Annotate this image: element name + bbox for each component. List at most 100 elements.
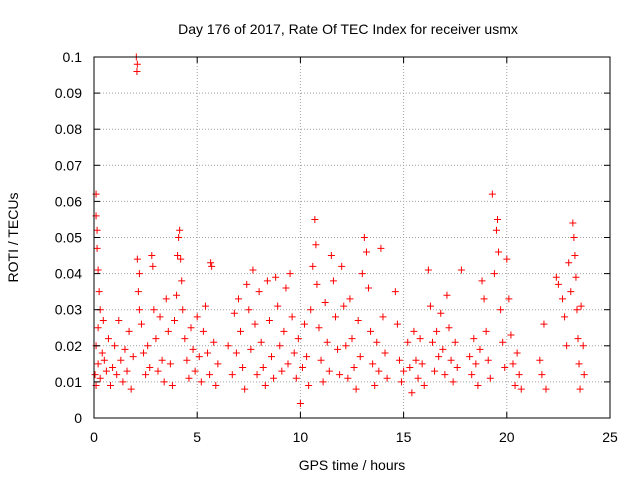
data-point	[447, 356, 455, 364]
data-point	[369, 360, 377, 368]
data-point	[100, 356, 108, 364]
data-point	[356, 353, 364, 361]
data-point	[468, 371, 476, 379]
data-point	[570, 234, 578, 241]
data-point	[383, 374, 391, 382]
data-point	[334, 345, 342, 353]
data-point	[317, 356, 325, 364]
data-point	[559, 295, 567, 303]
data-point	[133, 255, 141, 263]
data-point	[435, 353, 443, 361]
y-tick-label: 0.05	[55, 230, 82, 246]
y-tick-label: 0.07	[55, 157, 82, 173]
data-point	[127, 385, 135, 393]
data-point	[352, 385, 360, 393]
data-point	[265, 317, 273, 325]
data-point	[336, 371, 344, 379]
data-point	[323, 338, 331, 346]
data-point	[451, 338, 459, 346]
data-point	[146, 363, 154, 371]
data-point	[259, 363, 267, 371]
data-point	[576, 385, 584, 393]
data-point	[245, 306, 253, 314]
data-point	[191, 367, 199, 375]
axis-ticks: 0 5 10 15 20 25 0 0.01 0.02 0.03 0.04 0.05 0.06 0.07 0…	[55, 49, 618, 445]
y-tick-label: 0	[74, 410, 82, 426]
data-point	[193, 313, 201, 321]
data-point	[298, 363, 306, 371]
data-point	[561, 313, 569, 321]
data-point	[437, 309, 445, 317]
data-point	[426, 302, 434, 310]
data-point	[342, 342, 350, 350]
data-point	[123, 367, 131, 375]
data-point	[181, 335, 189, 343]
data-point	[488, 190, 496, 198]
x-axis-title: GPS time / hours	[299, 457, 406, 473]
data-point	[286, 270, 294, 278]
data-point	[178, 277, 186, 285]
data-point	[98, 349, 106, 357]
data-point	[482, 327, 490, 335]
data-point	[410, 327, 418, 335]
data-point	[91, 371, 99, 379]
data-point	[375, 367, 383, 375]
data-point	[150, 306, 158, 314]
data-point	[354, 317, 362, 325]
data-point	[249, 266, 257, 274]
data-point	[168, 382, 176, 390]
data-point	[505, 295, 513, 303]
data-point	[572, 273, 580, 281]
data-point	[207, 259, 215, 267]
data-point	[177, 255, 185, 263]
data-point	[261, 382, 269, 390]
data-point	[439, 345, 447, 353]
data-point	[276, 342, 284, 350]
data-point	[490, 270, 498, 278]
data-point	[137, 320, 145, 328]
data-point	[486, 374, 494, 382]
data-point	[195, 353, 203, 361]
data-point	[125, 327, 133, 335]
data-point	[571, 252, 579, 260]
data-point	[538, 371, 546, 379]
data-point	[237, 327, 245, 335]
data-point	[175, 234, 183, 241]
data-point	[443, 291, 451, 299]
data-point	[492, 226, 500, 234]
data-point	[183, 356, 191, 364]
data-point	[367, 327, 375, 335]
data-point	[162, 295, 170, 303]
chart-title: Day 176 of 2017, Rate Of TEC Index for r…	[178, 21, 518, 37]
y-axis-title: ROTI / TECUs	[5, 193, 21, 283]
data-point	[232, 349, 240, 357]
data-point	[420, 382, 428, 390]
data-point	[199, 327, 207, 335]
data-point	[133, 60, 141, 68]
data-point	[540, 320, 548, 328]
data-point	[170, 317, 178, 325]
data-point	[301, 320, 309, 328]
data-point	[476, 345, 484, 353]
data-point	[395, 356, 403, 364]
data-point	[484, 356, 492, 364]
data-point	[179, 306, 187, 314]
data-point	[187, 324, 195, 332]
data-point	[268, 353, 276, 361]
data-point	[573, 306, 581, 314]
data-point	[288, 313, 296, 321]
data-point	[373, 338, 381, 346]
data-point	[428, 338, 436, 346]
data-point	[117, 356, 125, 364]
data-point	[93, 244, 101, 252]
data-point	[142, 371, 150, 379]
y-tick-label: 0.09	[55, 85, 82, 101]
data-point	[210, 338, 218, 346]
data-point	[208, 262, 216, 270]
data-point	[274, 302, 282, 310]
data-point	[135, 270, 143, 278]
data-point	[307, 306, 315, 314]
data-point	[470, 335, 478, 343]
data-point	[472, 360, 480, 368]
data-point	[418, 360, 426, 368]
